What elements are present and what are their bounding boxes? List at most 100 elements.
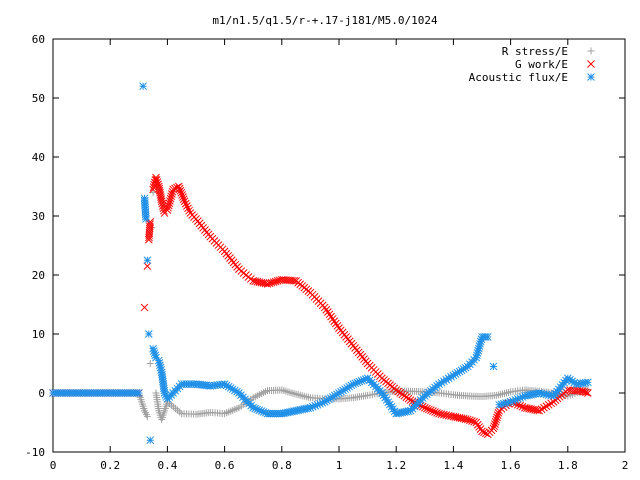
data-point — [177, 188, 186, 197]
data-point — [178, 191, 186, 199]
data-point — [509, 397, 517, 405]
data-point — [472, 418, 481, 427]
data-point — [489, 424, 498, 433]
x-tick-label: 1.6 — [501, 459, 521, 472]
data-point — [320, 397, 329, 406]
data-point — [169, 185, 177, 194]
data-point — [437, 410, 446, 418]
data-point — [182, 202, 191, 210]
data-point — [143, 256, 152, 265]
data-point — [143, 262, 152, 271]
data-point — [226, 384, 235, 392]
data-point — [516, 401, 524, 410]
data-point — [157, 195, 166, 203]
data-point — [316, 399, 324, 408]
data-point — [153, 178, 162, 186]
data-point — [584, 385, 592, 393]
data-point — [435, 409, 443, 418]
data-point — [442, 375, 451, 384]
data-point — [491, 417, 500, 426]
data-point — [518, 402, 527, 411]
data-point — [435, 380, 443, 389]
data-point — [158, 199, 167, 208]
data-point — [457, 366, 466, 375]
data-point — [447, 372, 455, 381]
data-point — [306, 403, 315, 412]
x-tick-label: 0.2 — [100, 459, 120, 472]
series-2 — [49, 82, 592, 445]
data-point — [504, 398, 513, 407]
y-tick-label: 0 — [38, 387, 45, 400]
data-point — [156, 363, 165, 372]
data-point — [355, 377, 364, 386]
y-tick-label: -10 — [25, 446, 45, 459]
data-point — [506, 397, 515, 406]
data-point — [167, 190, 176, 198]
y-tick-label: 50 — [32, 92, 45, 105]
chart-title: m1/n1.5/q1.5/r-+.17-j181/M5.0/1024 — [212, 14, 438, 27]
data-point — [459, 365, 468, 373]
legend-label: R stress/E — [502, 45, 568, 58]
data-point — [468, 417, 476, 425]
data-point — [230, 386, 239, 395]
data-point — [154, 356, 163, 365]
data-point — [174, 182, 183, 191]
data-point — [475, 342, 484, 350]
legend-label: G work/E — [515, 58, 568, 71]
data-point — [144, 330, 153, 338]
data-point — [345, 382, 354, 391]
data-point — [444, 374, 453, 383]
data-point — [483, 333, 492, 341]
data-point — [180, 197, 189, 206]
data-point — [429, 407, 437, 415]
axes: 0 0.2 0.4 0.6 0.8 1 1.2 1.4 1.6 1.8 2 -10 0 10 20 30 40 5… — [25, 33, 628, 472]
data-point — [251, 404, 260, 413]
data-point — [493, 411, 502, 419]
x-tick-label: 2 — [622, 459, 629, 472]
data-point — [150, 349, 159, 358]
data-point — [140, 303, 149, 312]
legend-label: Acoustic flux/E — [469, 71, 568, 84]
data-point — [511, 396, 520, 404]
data-point — [480, 428, 488, 437]
data-point — [474, 344, 483, 353]
data-point — [406, 396, 415, 404]
x-tick-label: 0.4 — [157, 459, 177, 472]
data-point — [165, 199, 174, 208]
data-point — [175, 184, 184, 193]
data-point — [502, 399, 510, 407]
data-point — [491, 420, 499, 428]
series-0 — [49, 188, 592, 424]
x-tick-label: 1 — [336, 459, 343, 472]
data-point — [461, 363, 470, 372]
data-point — [422, 404, 431, 413]
data-point — [440, 410, 448, 419]
data-point — [146, 218, 155, 226]
data-point — [582, 388, 590, 397]
data-point — [341, 385, 349, 394]
data-point — [489, 362, 498, 371]
data-point — [157, 366, 165, 374]
data-point — [544, 400, 553, 409]
data-point — [349, 380, 358, 389]
y-tick-label: 40 — [32, 151, 45, 164]
data-point — [146, 360, 154, 367]
y-tick-label: 30 — [32, 210, 45, 223]
data-point — [160, 389, 169, 397]
data-point — [474, 346, 483, 355]
data-point — [343, 384, 352, 392]
data-point — [542, 402, 551, 411]
data-point — [324, 395, 333, 404]
data-point — [537, 405, 546, 414]
data-point — [261, 408, 270, 417]
data-point — [476, 337, 485, 346]
y-tick-label: 20 — [32, 269, 45, 282]
data-point — [228, 385, 237, 394]
data-point — [455, 367, 464, 376]
data-point — [253, 405, 262, 414]
data-point — [155, 359, 164, 367]
data-point — [497, 400, 506, 409]
data-point — [164, 203, 172, 212]
x-tick-label: 1.2 — [386, 459, 406, 472]
